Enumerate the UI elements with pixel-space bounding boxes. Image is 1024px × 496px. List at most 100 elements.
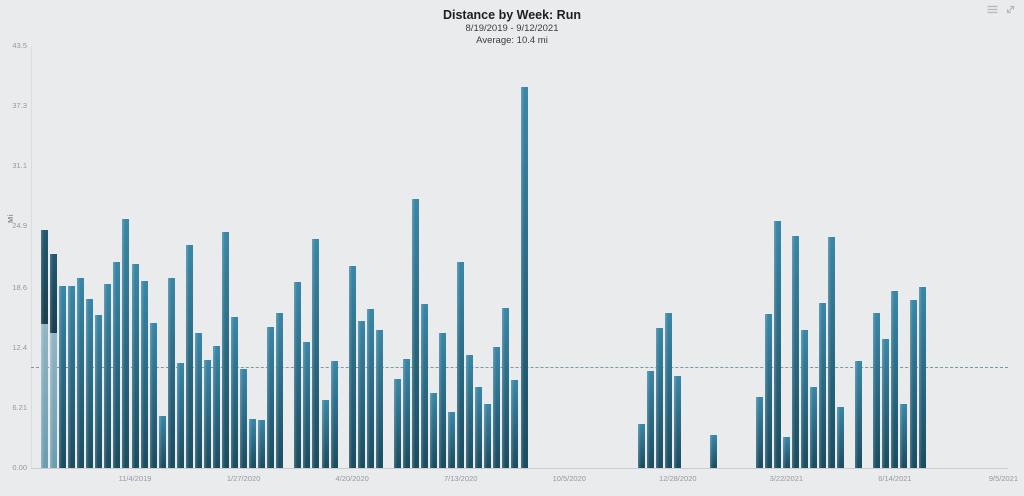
- bar-week-53[interactable]: [511, 379, 519, 468]
- bar-week-86[interactable]: [810, 387, 817, 468]
- bar-week-48[interactable]: [466, 355, 474, 468]
- bar-week-47[interactable]: [457, 262, 465, 468]
- bar-week-75[interactable]: [710, 435, 718, 468]
- bar-week-81[interactable]: [764, 313, 772, 468]
- y-tick-label: 24.9: [12, 221, 27, 231]
- x-tick-label: 11/4/2019: [118, 474, 152, 483]
- bar-week-21[interactable]: [221, 232, 229, 468]
- y-tick-label: 12.4: [12, 342, 27, 352]
- bar-week-4[interactable]: [68, 285, 76, 468]
- bar-week-43[interactable]: [421, 304, 428, 468]
- bar-week-97[interactable]: [909, 300, 917, 468]
- plot-area: [31, 46, 1008, 469]
- bar-week-32[interactable]: [321, 400, 329, 468]
- bar-week-25[interactable]: [258, 420, 266, 468]
- bar-week-41[interactable]: [402, 359, 410, 468]
- x-tick-label: 6/14/2021: [878, 474, 912, 483]
- bar-week-42[interactable]: [411, 199, 419, 468]
- bar-week-37[interactable]: [366, 308, 374, 468]
- bar-week-88[interactable]: [828, 237, 836, 468]
- bar-week-87[interactable]: [819, 303, 827, 468]
- bar-week-15[interactable]: [167, 277, 175, 468]
- x-tick-label: 3/22/2021: [769, 474, 804, 483]
- chart-header: Distance by Week: Run 8/19/2019 - 9/12/2…: [0, 8, 1024, 47]
- bar-week-68[interactable]: [647, 371, 655, 468]
- bar-week-95[interactable]: [891, 291, 899, 468]
- bar-week-96[interactable]: [900, 403, 908, 468]
- bar-top-segment: [50, 253, 58, 334]
- bar-week-84[interactable]: [791, 236, 799, 468]
- chart-title: Distance by Week: Run: [442, 8, 581, 22]
- x-tick-label: 9/5/2021: [988, 474, 1019, 483]
- bar-week-85[interactable]: [800, 330, 808, 468]
- bar-week-11[interactable]: [131, 264, 139, 468]
- bar-base-segment: [50, 333, 58, 468]
- bar-week-22[interactable]: [231, 316, 239, 468]
- bar-week-26[interactable]: [267, 327, 275, 468]
- bar-week-36[interactable]: [357, 320, 365, 468]
- chart-average-label: Average: 10.4 mi: [476, 35, 548, 46]
- bar-week-18[interactable]: [194, 333, 202, 468]
- bar-week-67[interactable]: [638, 424, 646, 468]
- bar-week-3[interactable]: [59, 285, 67, 468]
- bar-week-30[interactable]: [303, 341, 311, 468]
- bar-week-10[interactable]: [122, 218, 130, 468]
- menu-icon[interactable]: [987, 4, 998, 15]
- bar-week-52[interactable]: [502, 307, 510, 468]
- x-tick-label: 1/27/2020: [226, 474, 261, 483]
- expand-icon[interactable]: [1005, 4, 1016, 15]
- chart-toolbar: [987, 4, 1016, 15]
- bar-week-9[interactable]: [113, 262, 121, 468]
- bar-week-33[interactable]: [330, 361, 338, 468]
- bar-week-7[interactable]: [95, 314, 103, 468]
- bar-week-19[interactable]: [203, 360, 211, 468]
- y-tick-label: 31.1: [12, 161, 27, 171]
- bar-week-35[interactable]: [348, 266, 356, 468]
- bar-week-14[interactable]: [158, 415, 166, 468]
- bar-week-69[interactable]: [656, 328, 664, 468]
- bar-week-8[interactable]: [104, 283, 112, 468]
- bar-week-51[interactable]: [493, 346, 501, 468]
- bar-week-38[interactable]: [375, 330, 383, 468]
- bar-top-segment: [41, 230, 49, 325]
- bar-week-94[interactable]: [882, 338, 890, 468]
- bar-week-24[interactable]: [249, 418, 257, 468]
- bar-week-40[interactable]: [393, 378, 401, 468]
- bar-week-23[interactable]: [240, 369, 248, 468]
- bar-week-27[interactable]: [276, 312, 284, 468]
- bar-week-13[interactable]: [149, 323, 157, 468]
- bar-week-2[interactable]: [50, 253, 58, 468]
- bar-week-45[interactable]: [439, 333, 447, 468]
- bar-week-89[interactable]: [837, 406, 845, 468]
- bar-week-71[interactable]: [674, 375, 682, 468]
- bar-week-16[interactable]: [176, 363, 184, 468]
- bar-week-17[interactable]: [185, 244, 193, 468]
- bar-week-5[interactable]: [77, 277, 85, 468]
- y-axis-line: [31, 46, 32, 468]
- y-tick-label: 6.21: [12, 402, 27, 412]
- bar-week-12[interactable]: [140, 280, 148, 468]
- bar-week-46[interactable]: [448, 411, 456, 468]
- bar-week-6[interactable]: [86, 299, 94, 468]
- bar-week-98[interactable]: [918, 286, 926, 468]
- y-tick-label: 18.6: [12, 282, 27, 292]
- bar-week-44[interactable]: [430, 393, 438, 468]
- bar-week-80[interactable]: [755, 397, 763, 468]
- bar-week-54[interactable]: [520, 86, 528, 468]
- x-axis-line: [31, 468, 1008, 469]
- bar-week-1[interactable]: [41, 230, 49, 468]
- bar-week-70[interactable]: [665, 312, 673, 468]
- bar-week-93[interactable]: [873, 312, 881, 468]
- bar-week-29[interactable]: [294, 281, 302, 468]
- x-tick-label: 10/5/2020: [552, 474, 586, 483]
- bar-week-83[interactable]: [782, 436, 790, 468]
- bar-week-91[interactable]: [855, 361, 863, 468]
- bar-week-49[interactable]: [475, 387, 483, 468]
- y-tick-label: 0.00: [12, 463, 27, 472]
- bar-week-31[interactable]: [312, 239, 320, 468]
- bar-week-82[interactable]: [773, 220, 781, 468]
- bar-week-50[interactable]: [484, 403, 492, 468]
- bar-week-20[interactable]: [212, 345, 220, 468]
- x-tick-label: 4/20/2020: [335, 474, 369, 483]
